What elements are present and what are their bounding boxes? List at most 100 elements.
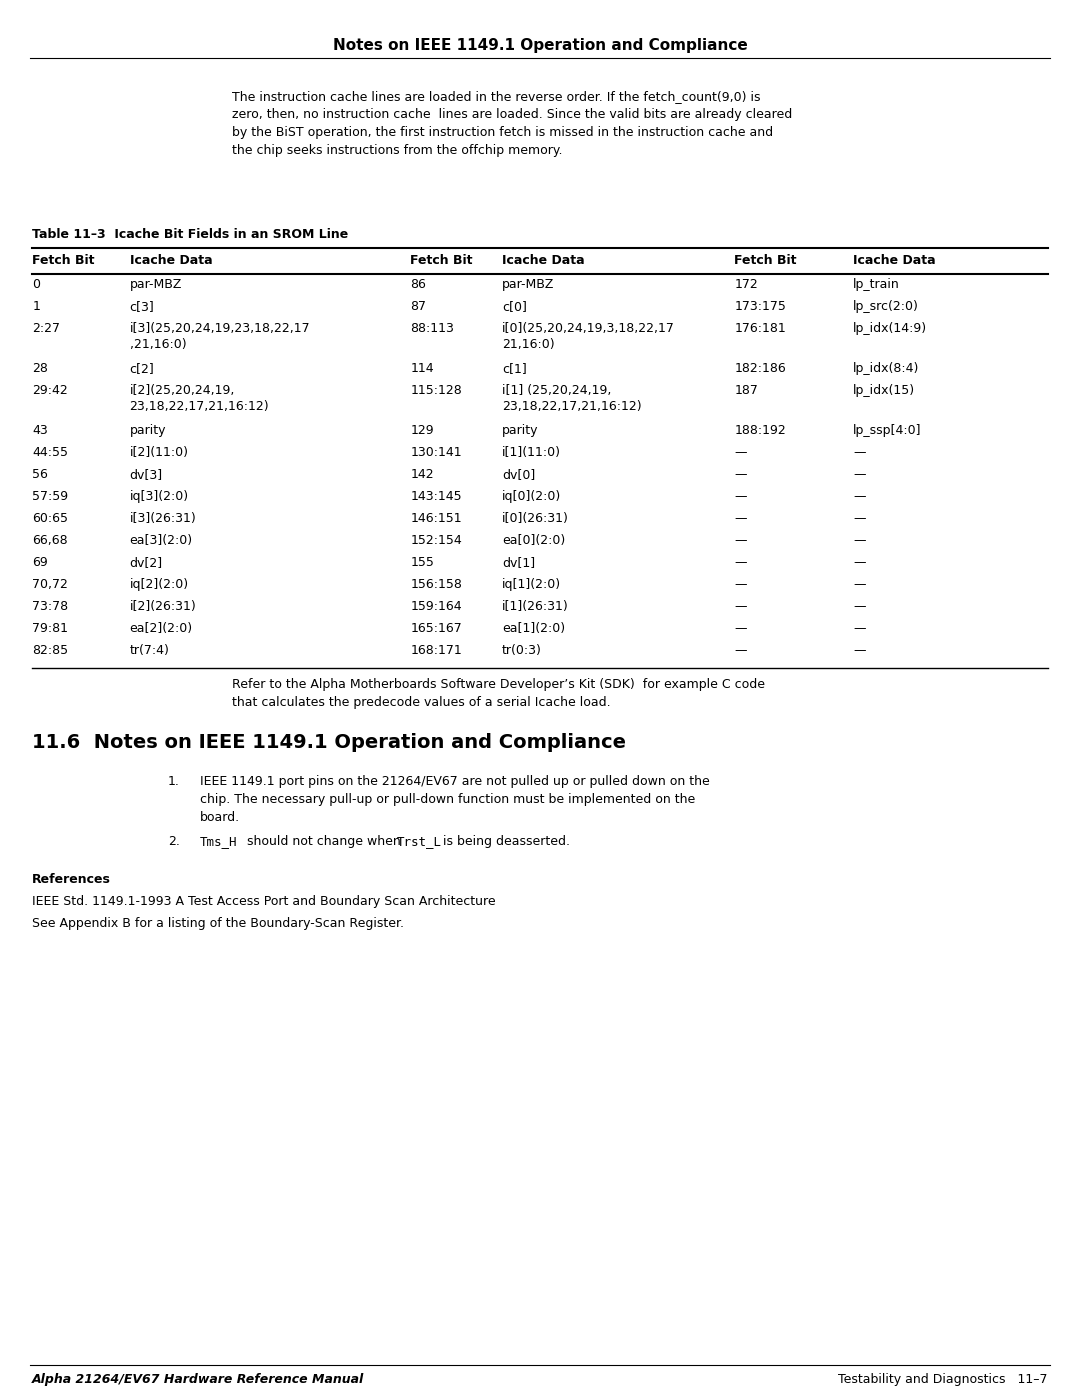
Text: 168:171: 168:171 [410, 644, 462, 657]
Text: Testability and Diagnostics   11–7: Testability and Diagnostics 11–7 [838, 1373, 1048, 1386]
Text: 73:78: 73:78 [32, 599, 68, 613]
Text: —: — [853, 599, 866, 613]
Text: 115:128: 115:128 [410, 384, 462, 397]
Text: —: — [853, 446, 866, 460]
Text: 79:81: 79:81 [32, 622, 68, 636]
Text: 69: 69 [32, 556, 49, 569]
Text: 152:154: 152:154 [410, 534, 462, 548]
Text: should not change when: should not change when [243, 835, 405, 848]
Text: 88:113: 88:113 [410, 321, 455, 335]
Text: lp_idx(15): lp_idx(15) [853, 384, 916, 397]
Text: —: — [853, 490, 866, 503]
Text: lp_idx(8:4): lp_idx(8:4) [853, 362, 919, 374]
Text: 165:167: 165:167 [410, 622, 462, 636]
Text: 44:55: 44:55 [32, 446, 68, 460]
Text: —: — [734, 446, 747, 460]
Text: Fetch Bit: Fetch Bit [410, 254, 473, 267]
Text: —: — [853, 578, 866, 591]
Text: i[3](26:31): i[3](26:31) [130, 511, 197, 525]
Text: 129: 129 [410, 425, 434, 437]
Text: Icache Data: Icache Data [502, 254, 585, 267]
Text: i[0](25,20,24,19,3,18,22,17
21,16:0): i[0](25,20,24,19,3,18,22,17 21,16:0) [502, 321, 675, 351]
Text: —: — [734, 490, 747, 503]
Text: 11.6  Notes on IEEE 1149.1 Operation and Compliance: 11.6 Notes on IEEE 1149.1 Operation and … [32, 733, 626, 752]
Text: IEEE 1149.1 port pins on the 21264/EV67 are not pulled up or pulled down on the
: IEEE 1149.1 port pins on the 21264/EV67 … [200, 775, 710, 824]
Text: 57:59: 57:59 [32, 490, 68, 503]
Text: 146:151: 146:151 [410, 511, 462, 525]
Text: iq[2](2:0): iq[2](2:0) [130, 578, 189, 591]
Text: c[3]: c[3] [130, 300, 154, 313]
Text: 60:65: 60:65 [32, 511, 68, 525]
Text: —: — [734, 644, 747, 657]
Text: Table 11–3  Icache Bit Fields in an SROM Line: Table 11–3 Icache Bit Fields in an SROM … [32, 228, 348, 242]
Text: 114: 114 [410, 362, 434, 374]
Text: —: — [853, 622, 866, 636]
Text: ea[3](2:0): ea[3](2:0) [130, 534, 192, 548]
Text: 173:175: 173:175 [734, 300, 786, 313]
Text: tr(7:4): tr(7:4) [130, 644, 170, 657]
Text: i[1] (25,20,24,19,
23,18,22,17,21,16:12): i[1] (25,20,24,19, 23,18,22,17,21,16:12) [502, 384, 642, 414]
Text: lp_ssp[4:0]: lp_ssp[4:0] [853, 425, 921, 437]
Text: 176:181: 176:181 [734, 321, 786, 335]
Text: 29:42: 29:42 [32, 384, 68, 397]
Text: Icache Data: Icache Data [853, 254, 936, 267]
Text: parity: parity [130, 425, 166, 437]
Text: —: — [853, 644, 866, 657]
Text: 188:192: 188:192 [734, 425, 786, 437]
Text: Refer to the Alpha Motherboards Software Developer’s Kit (SDK)  for example C co: Refer to the Alpha Motherboards Software… [232, 678, 765, 710]
Text: lp_idx(14:9): lp_idx(14:9) [853, 321, 928, 335]
Text: 182:186: 182:186 [734, 362, 786, 374]
Text: 187: 187 [734, 384, 758, 397]
Text: tr(0:3): tr(0:3) [502, 644, 542, 657]
Text: i[2](25,20,24,19,
23,18,22,17,21,16:12): i[2](25,20,24,19, 23,18,22,17,21,16:12) [130, 384, 269, 414]
Text: 56: 56 [32, 468, 49, 481]
Text: i[3](25,20,24,19,23,18,22,17
,21,16:0): i[3](25,20,24,19,23,18,22,17 ,21,16:0) [130, 321, 310, 351]
Text: References: References [32, 873, 111, 886]
Text: Alpha 21264/EV67 Hardware Reference Manual: Alpha 21264/EV67 Hardware Reference Manu… [32, 1373, 364, 1386]
Text: Fetch Bit: Fetch Bit [734, 254, 797, 267]
Text: is being deasserted.: is being deasserted. [438, 835, 570, 848]
Text: 143:145: 143:145 [410, 490, 462, 503]
Text: 1: 1 [32, 300, 40, 313]
Text: 2.: 2. [168, 835, 180, 848]
Text: ea[2](2:0): ea[2](2:0) [130, 622, 192, 636]
Text: dv[1]: dv[1] [502, 556, 536, 569]
Text: 156:158: 156:158 [410, 578, 462, 591]
Text: 28: 28 [32, 362, 49, 374]
Text: i[1](11:0): i[1](11:0) [502, 446, 562, 460]
Text: 43: 43 [32, 425, 49, 437]
Text: lp_src(2:0): lp_src(2:0) [853, 300, 919, 313]
Text: Notes on IEEE 1149.1 Operation and Compliance: Notes on IEEE 1149.1 Operation and Compl… [333, 38, 747, 53]
Text: 82:85: 82:85 [32, 644, 68, 657]
Text: par-MBZ: par-MBZ [502, 278, 554, 291]
Text: iq[1](2:0): iq[1](2:0) [502, 578, 562, 591]
Text: 2:27: 2:27 [32, 321, 60, 335]
Text: iq[0](2:0): iq[0](2:0) [502, 490, 562, 503]
Text: —: — [734, 599, 747, 613]
Text: —: — [853, 534, 866, 548]
Text: —: — [734, 578, 747, 591]
Text: IEEE Std. 1149.1-1993 A Test Access Port and Boundary Scan Architecture: IEEE Std. 1149.1-1993 A Test Access Port… [32, 895, 496, 908]
Text: 130:141: 130:141 [410, 446, 462, 460]
Text: Tms_H: Tms_H [200, 835, 238, 848]
Text: Trst_L: Trst_L [397, 835, 442, 848]
Text: parity: parity [502, 425, 539, 437]
Text: 87: 87 [410, 300, 427, 313]
Text: —: — [853, 511, 866, 525]
Text: —: — [734, 511, 747, 525]
Text: —: — [853, 556, 866, 569]
Text: c[1]: c[1] [502, 362, 527, 374]
Text: i[2](11:0): i[2](11:0) [130, 446, 189, 460]
Text: 159:164: 159:164 [410, 599, 462, 613]
Text: dv[3]: dv[3] [130, 468, 163, 481]
Text: See Appendix B for a listing of the Boundary-Scan Register.: See Appendix B for a listing of the Boun… [32, 916, 404, 930]
Text: dv[0]: dv[0] [502, 468, 536, 481]
Text: 0: 0 [32, 278, 40, 291]
Text: 66,68: 66,68 [32, 534, 68, 548]
Text: i[0](26:31): i[0](26:31) [502, 511, 569, 525]
Text: 86: 86 [410, 278, 427, 291]
Text: —: — [734, 556, 747, 569]
Text: 1.: 1. [168, 775, 180, 788]
Text: —: — [734, 468, 747, 481]
Text: 172: 172 [734, 278, 758, 291]
